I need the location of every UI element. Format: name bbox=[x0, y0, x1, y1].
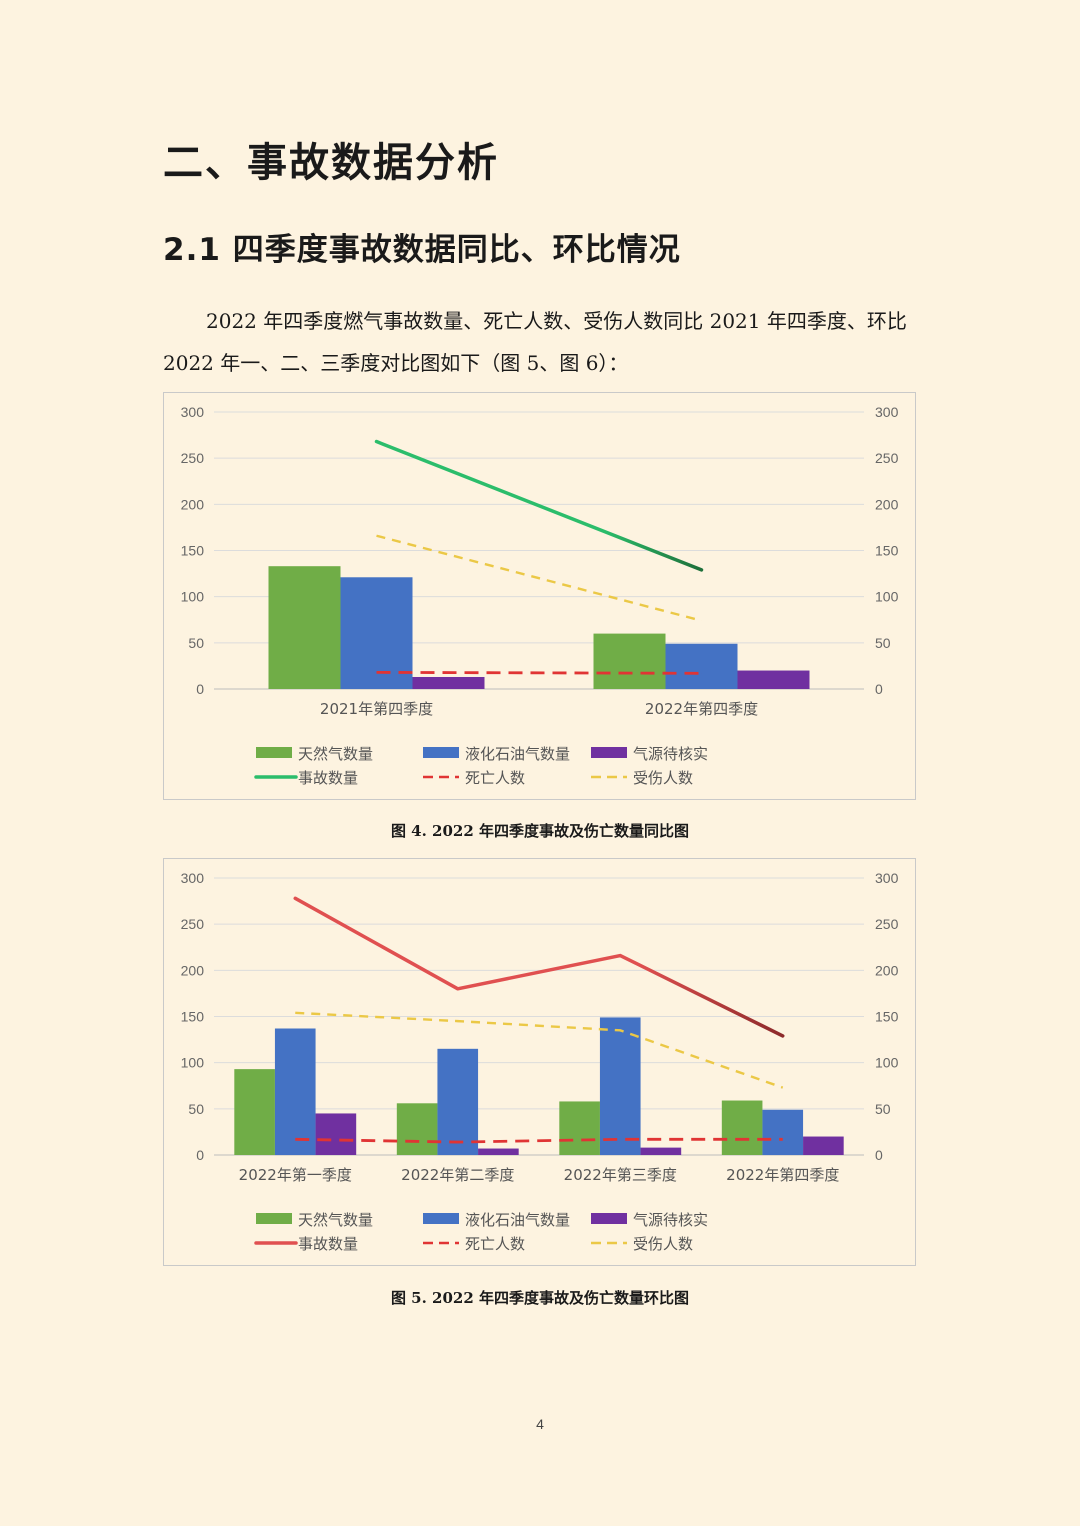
y-tick-label-right: 250 bbox=[875, 916, 899, 932]
figure-caption-yoy: 图 4. 2022 年四季度事故及伤亡数量同比图 bbox=[390, 822, 690, 840]
y-tick-label-left: 250 bbox=[181, 450, 205, 466]
y-tick-label-right: 50 bbox=[875, 635, 891, 651]
bar bbox=[268, 566, 341, 689]
series-line-dashed bbox=[376, 670, 702, 675]
y-tick-label-left: 150 bbox=[181, 1009, 205, 1025]
bar bbox=[234, 1069, 275, 1155]
bar bbox=[340, 577, 413, 689]
yoy-chart: 0 0 50 50 100 100 150 150 200 200 250 250 300 300 2021… bbox=[163, 392, 916, 800]
bar bbox=[396, 1103, 438, 1155]
bar bbox=[721, 1100, 763, 1155]
bar bbox=[593, 633, 666, 689]
section-heading: 二、事故数据分析 bbox=[163, 140, 499, 186]
x-category-label: 2022年第四季度 bbox=[645, 700, 758, 718]
y-tick-label-right: 100 bbox=[875, 589, 899, 605]
legend-label: 天然气数量 bbox=[298, 745, 373, 763]
y-tick-label-left: 200 bbox=[181, 496, 205, 512]
intro-paragraph: 2022 年四季度燃气事故数量、死亡人数、受伤人数同比 2021 年四季度、环比… bbox=[163, 309, 907, 375]
x-category-label: 2021年第四季度 bbox=[320, 700, 433, 718]
y-tick-label-left: 300 bbox=[181, 404, 205, 420]
legend-swatch bbox=[591, 1213, 627, 1224]
y-tick-label-left: 0 bbox=[196, 681, 204, 697]
series-line-dashed bbox=[295, 1137, 783, 1144]
legend-swatch bbox=[256, 747, 292, 758]
legend-swatch bbox=[256, 1213, 292, 1224]
bar bbox=[762, 1109, 804, 1155]
y-tick-label-right: 250 bbox=[875, 450, 899, 466]
series-line-accidents bbox=[293, 896, 785, 1038]
y-tick-label-right: 50 bbox=[875, 1101, 891, 1117]
legend-label: 死亡人数 bbox=[465, 769, 525, 787]
x-category-label: 2022年第一季度 bbox=[239, 1166, 352, 1184]
y-tick-label-right: 0 bbox=[875, 1147, 883, 1163]
x-category-label: 2022年第三季度 bbox=[564, 1166, 677, 1184]
y-tick-label-right: 200 bbox=[875, 496, 899, 512]
page-number: 4 bbox=[536, 1416, 544, 1432]
y-tick-label-right: 0 bbox=[875, 681, 883, 697]
legend-label: 受伤人数 bbox=[633, 769, 693, 787]
figure-caption-qoq: 图 5. 2022 年四季度事故及伤亡数量环比图 bbox=[390, 1289, 690, 1307]
bar bbox=[665, 643, 738, 689]
bar bbox=[640, 1147, 682, 1155]
y-tick-label-left: 100 bbox=[181, 1055, 205, 1071]
bar bbox=[315, 1113, 357, 1155]
bar bbox=[599, 1017, 641, 1155]
bar bbox=[803, 1136, 844, 1155]
y-tick-label-left: 0 bbox=[196, 1147, 204, 1163]
qoq-chart: 0 0 50 50 100 100 150 150 200 200 250 250 300 300 2022… bbox=[163, 858, 916, 1266]
y-tick-label-right: 150 bbox=[875, 1009, 899, 1025]
legend-swatch bbox=[591, 747, 627, 758]
bar bbox=[437, 1048, 479, 1155]
y-tick-label-left: 250 bbox=[181, 916, 205, 932]
y-tick-label-right: 300 bbox=[875, 404, 899, 420]
legend-label: 受伤人数 bbox=[633, 1235, 693, 1253]
bar bbox=[274, 1028, 316, 1155]
legend-swatch bbox=[423, 747, 459, 758]
bar bbox=[412, 676, 485, 689]
bar bbox=[737, 670, 810, 689]
bar bbox=[559, 1101, 600, 1155]
legend-label: 气源待核实 bbox=[633, 745, 708, 763]
y-tick-label-left: 300 bbox=[181, 870, 205, 886]
series-line-dashed bbox=[295, 1011, 784, 1089]
legend-label: 事故数量 bbox=[298, 769, 358, 787]
y-tick-label-left: 100 bbox=[181, 589, 205, 605]
x-category-label: 2022年第四季度 bbox=[726, 1166, 839, 1184]
legend-label: 天然气数量 bbox=[298, 1211, 373, 1229]
y-tick-label-right: 200 bbox=[875, 962, 899, 978]
legend-swatch bbox=[423, 1213, 459, 1224]
legend-label: 液化石油气数量 bbox=[465, 745, 570, 763]
y-tick-label-left: 150 bbox=[181, 543, 205, 559]
subsection-heading: 2.1 四季度事故数据同比、环比情况 bbox=[163, 232, 681, 268]
chart-svg: 0 0 50 50 100 100 150 150 200 200 250 250 300 300 2021… bbox=[181, 404, 899, 787]
legend-label: 事故数量 bbox=[298, 1235, 358, 1253]
x-category-label: 2022年第二季度 bbox=[401, 1166, 514, 1184]
y-tick-label-left: 50 bbox=[188, 635, 204, 651]
series-line-dashed bbox=[376, 534, 702, 622]
legend-label: 死亡人数 bbox=[465, 1235, 525, 1253]
chart-svg: 0 0 50 50 100 100 150 150 200 200 250 250 300 300 2022… bbox=[181, 870, 899, 1253]
bar bbox=[478, 1148, 519, 1155]
y-tick-label-left: 50 bbox=[188, 1101, 204, 1117]
legend-label: 液化石油气数量 bbox=[465, 1211, 570, 1229]
y-tick-label-left: 200 bbox=[181, 962, 205, 978]
legend-label: 气源待核实 bbox=[633, 1211, 708, 1229]
series-line-accidents bbox=[374, 439, 704, 572]
y-tick-label-right: 300 bbox=[875, 870, 899, 886]
y-tick-label-right: 150 bbox=[875, 543, 899, 559]
y-tick-label-right: 100 bbox=[875, 1055, 899, 1071]
